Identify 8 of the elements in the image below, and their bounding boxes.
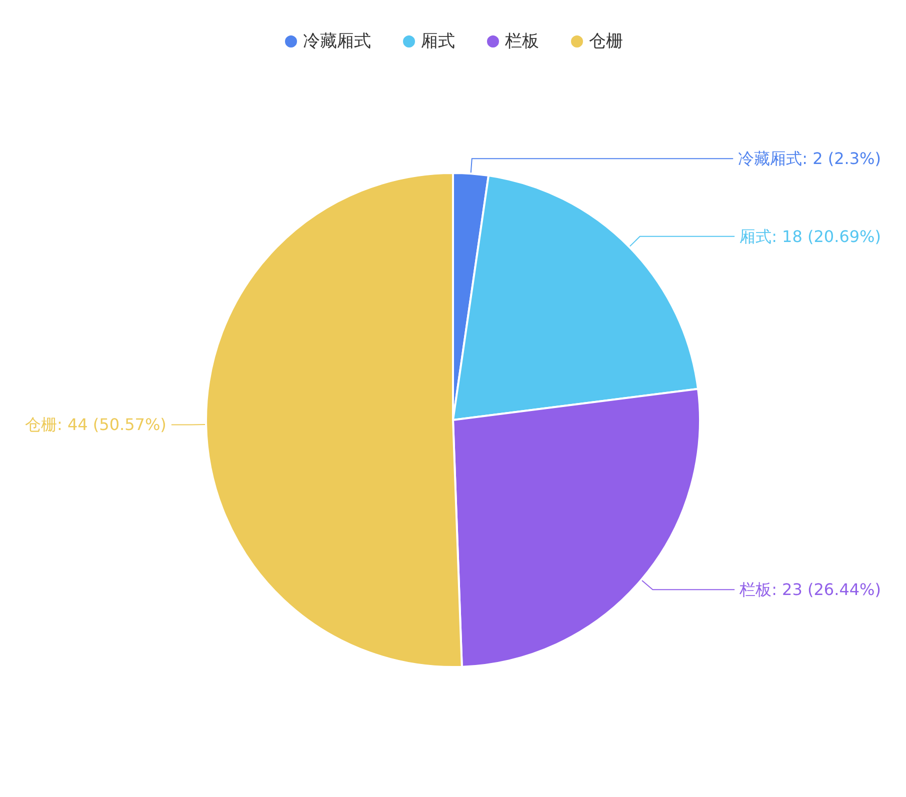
legend-label: 仓栅 <box>589 32 623 52</box>
data-label: 厢式: 18 (20.69%) <box>740 226 881 246</box>
data-label: 冷藏厢式: 2 (2.3%) <box>738 149 881 168</box>
legend-label: 厢式 <box>421 32 455 52</box>
data-label: 仓栅: 44 (50.57%) <box>25 415 166 434</box>
legend-label: 栏板 <box>504 32 539 52</box>
legend-label: 冷藏厢式 <box>303 32 371 52</box>
data-label: 栏板: 23 (26.44%) <box>738 580 881 600</box>
